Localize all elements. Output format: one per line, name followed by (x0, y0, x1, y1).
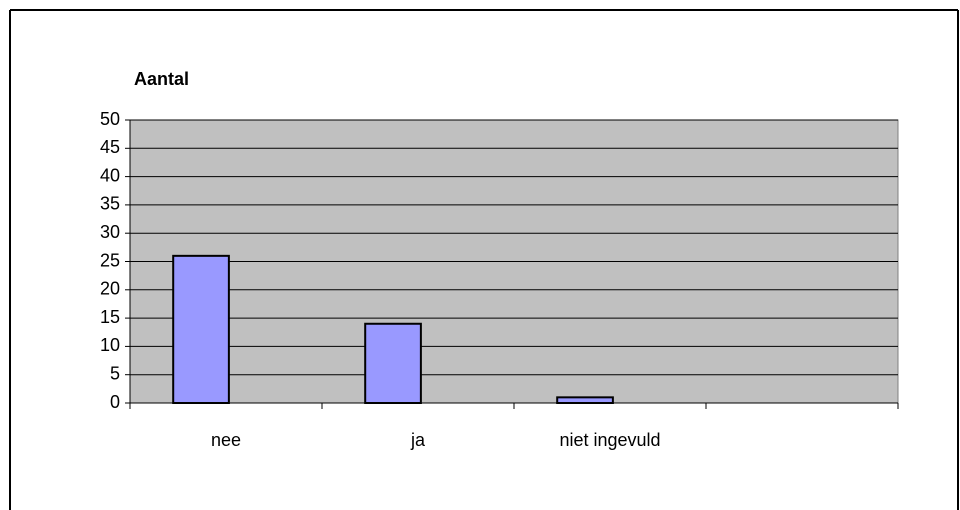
y-tick-label: 40 (100, 165, 120, 185)
y-tick-label: 30 (100, 222, 120, 242)
x-tick-label: niet ingevuld (559, 430, 660, 450)
y-tick-label: 35 (100, 194, 120, 214)
y-tick-label: 15 (100, 307, 120, 327)
y-tick-label: 50 (100, 109, 120, 129)
x-tick-label: nee (211, 430, 241, 450)
y-tick-label: 0 (110, 392, 120, 412)
chart-title: Aantal (134, 69, 189, 89)
bar (556, 396, 614, 404)
y-tick-label: 5 (110, 363, 120, 383)
y-tick-label: 20 (100, 279, 120, 299)
y-tick-label: 45 (100, 137, 120, 157)
y-tick-label: 25 (100, 250, 120, 270)
bar (172, 254, 230, 404)
y-tick-label: 10 (100, 335, 120, 355)
x-tick-label: ja (410, 430, 426, 450)
bar (364, 322, 422, 405)
